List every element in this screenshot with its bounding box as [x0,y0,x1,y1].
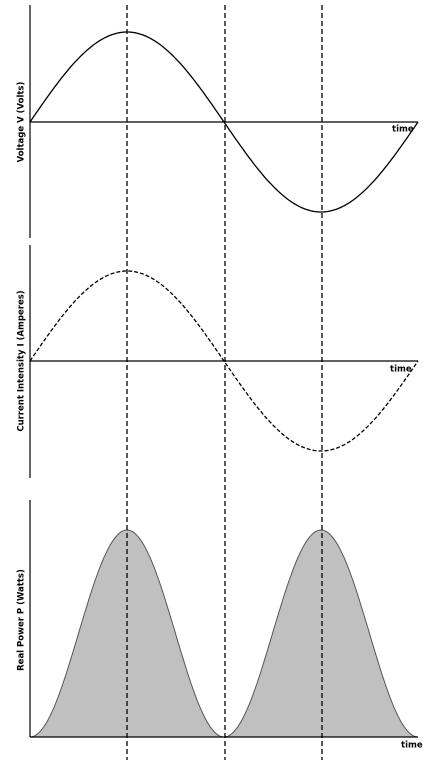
axis-label: Real Power P (Watts) [17,569,27,671]
time-label: time [390,365,412,375]
axis-label: Voltage V (Volts) [17,82,27,163]
axis-label: Current Intensity I (Amperes) [17,290,27,431]
time-label: time [401,741,423,751]
time-label: time [392,125,414,135]
